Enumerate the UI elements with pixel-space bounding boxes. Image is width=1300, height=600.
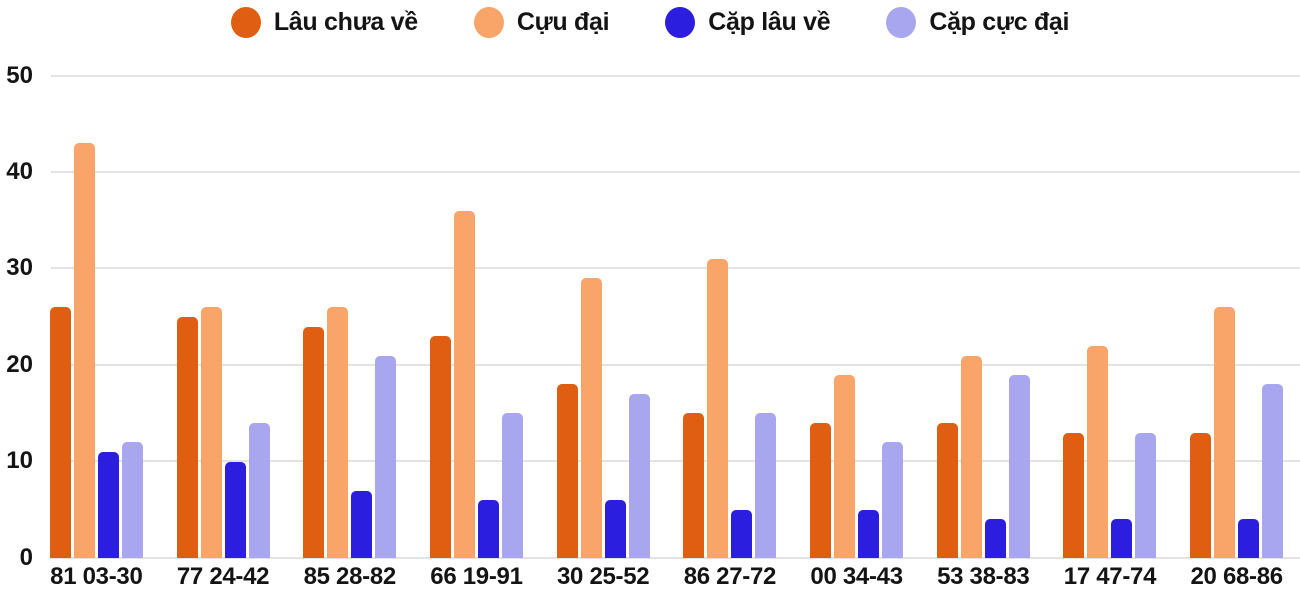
bar: [248, 423, 270, 558]
legend-label: Cặp lâu về: [708, 8, 831, 36]
y-axis-label: 10: [6, 447, 33, 475]
bar: [1087, 345, 1109, 558]
gridline: [51, 170, 1300, 173]
bar: [755, 413, 777, 558]
x-axis: 81 03-30 77 24-42 85 28-82 66 19-91 30 25-52…: [33, 563, 1300, 591]
bar: [453, 210, 475, 558]
bar: [303, 326, 325, 558]
bar: [49, 307, 71, 558]
bar: [375, 355, 397, 558]
legend-swatch: [886, 7, 917, 38]
legend-swatch: [665, 7, 696, 38]
bar: [1214, 307, 1236, 558]
bar-group: [920, 75, 1047, 558]
bar: [429, 336, 451, 558]
x-axis-label: 00 34-43: [810, 563, 903, 590]
legend-label: Cựu đại: [516, 8, 610, 36]
legend-item[interactable]: Cựu đại: [473, 7, 610, 38]
bar-group: [1173, 75, 1300, 558]
bar: [1238, 519, 1260, 558]
legend-item[interactable]: Lâu chưa về: [230, 7, 418, 38]
x-axis-label: 53 38-83: [937, 563, 1030, 590]
bar: [604, 500, 626, 558]
x-axis-label: 85 28-82: [303, 563, 397, 590]
bar: [200, 307, 222, 558]
bar: [121, 442, 143, 558]
gridline: [51, 460, 1300, 463]
gridline: [51, 556, 1300, 559]
bar: [628, 394, 650, 558]
bar: [501, 413, 523, 558]
bar: [1008, 374, 1030, 558]
bar-group: [286, 75, 413, 558]
x-axis-label: 30 25-52: [556, 563, 650, 590]
gridline: [51, 74, 1300, 77]
x-axis-label: 77 24-42: [176, 563, 270, 590]
bar: [224, 461, 246, 558]
bar: [1135, 432, 1157, 558]
bar: [1111, 519, 1133, 558]
bar: [97, 451, 119, 558]
bar: [936, 423, 958, 558]
bars-area: [33, 75, 1300, 558]
legend-swatch: [473, 7, 504, 38]
legend-label: Cặp cực đại: [929, 8, 1070, 36]
bar: [176, 317, 198, 558]
y-axis-label: 0: [19, 543, 33, 571]
legend-label: Lâu chưa về: [273, 8, 418, 36]
x-axis-label: 81 03-30: [50, 563, 143, 590]
legend-item[interactable]: Cặp lâu về: [665, 7, 831, 38]
bar-group: [160, 75, 287, 558]
x-axis-label: 66 19-91: [430, 563, 523, 590]
bar-group: [667, 75, 794, 558]
x-axis-label: 17 47-74: [1063, 563, 1157, 590]
bar: [351, 490, 373, 558]
legend-swatch: [230, 7, 261, 38]
bar: [960, 355, 982, 558]
legend-item[interactable]: Cặp cực đại: [886, 7, 1069, 38]
x-axis-label: 86 27-72: [683, 563, 777, 590]
bar-group: [33, 75, 160, 558]
bar: [834, 374, 856, 558]
bar: [858, 509, 880, 558]
bar: [327, 307, 349, 558]
bar-group: [1047, 75, 1174, 558]
chart-legend: Lâu chưa về Cựu đại Cặp lâu về Cặp cực đại: [0, 7, 1300, 38]
bar-group: [413, 75, 540, 558]
bar: [984, 519, 1006, 558]
bar: [882, 442, 904, 558]
bar-group: [540, 75, 667, 558]
gridline: [51, 363, 1300, 366]
bar: [477, 500, 499, 558]
bar: [556, 384, 578, 558]
y-axis-label: 20: [6, 350, 33, 378]
bar: [1063, 432, 1085, 558]
x-axis-label: 20 68-86: [1190, 563, 1284, 590]
bar: [73, 143, 95, 558]
y-axis-label: 50: [6, 61, 33, 89]
bar: [1190, 432, 1212, 558]
y-axis-label: 40: [6, 157, 33, 185]
bar: [683, 413, 705, 558]
gridline: [51, 267, 1300, 270]
bar-group: [793, 75, 920, 558]
bar: [1262, 384, 1284, 558]
bar: [810, 423, 832, 558]
y-axis-label: 30: [6, 254, 33, 282]
bar: [731, 509, 753, 558]
bar: [707, 259, 729, 558]
bar: [580, 278, 602, 558]
